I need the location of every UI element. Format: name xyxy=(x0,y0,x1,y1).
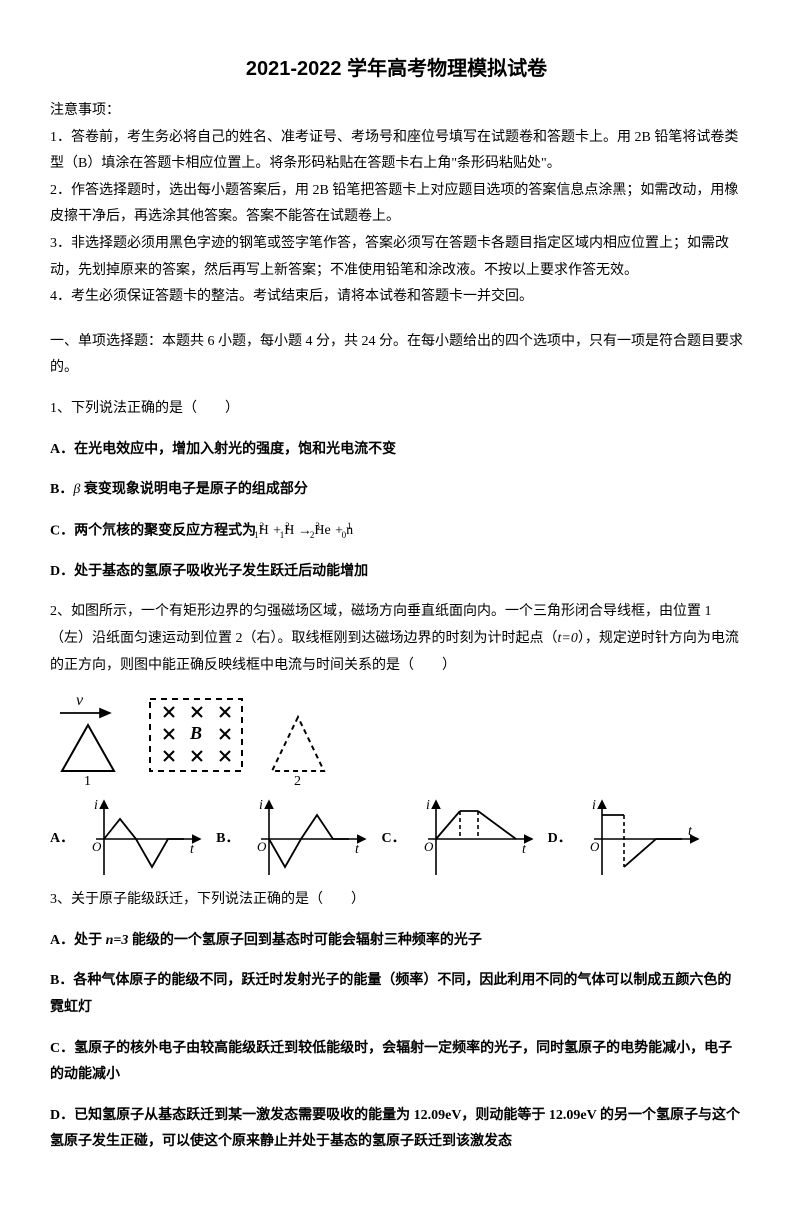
nuclide-n: 10n xyxy=(347,518,353,545)
q1-stem: 1、下列说法正确的是（ ） xyxy=(50,396,743,423)
axis-i: i xyxy=(592,798,596,813)
q2-triangle2: 2 xyxy=(264,693,338,787)
n-eq-3: n=3 xyxy=(106,933,129,948)
q2-t0: t=0 xyxy=(558,631,578,646)
pos1-label: 1 xyxy=(84,774,91,787)
q2-options: A． i O t B． i O t C． i O t D． i O t xyxy=(50,797,743,881)
page-title: 2021-2022 学年高考物理模拟试卷 xyxy=(50,50,743,88)
q2-optC-graph: i O t xyxy=(418,797,538,881)
axis-t: t xyxy=(190,842,195,857)
q2-triangle1: v 1 xyxy=(54,693,128,787)
q2-optB-label: B． xyxy=(216,826,239,853)
axis-t: t xyxy=(355,842,360,857)
q2-optA-label: A． xyxy=(50,826,74,853)
instruction-item: 2．作答选择题时，选出每小题答案后，用 2B 铅笔把答题卡上对应题目选项的答案信… xyxy=(50,178,743,231)
instruction-item: 4．考生必须保证答题卡的整洁。考试结束后，请将本试卷和答题卡一并交回。 xyxy=(50,284,743,311)
q1-option-a: A．在光电效应中，增加入射光的强度，饱和光电流不变 xyxy=(50,437,743,464)
q3-option-c: C．氢原子的核外电子由较高能级跃迁到较低能级时，会辐射一定频率的光子，同时氢原子… xyxy=(50,1036,743,1089)
axis-o: O xyxy=(424,839,434,854)
opt-prefix: B． xyxy=(50,482,73,497)
pos2-label: 2 xyxy=(294,774,301,787)
axis-i: i xyxy=(259,798,263,813)
nuclide-h2-a: 21H xyxy=(260,518,269,545)
opt-text: B．各种气体原子的能级不同，跃迁时发射光子的能量（频率）不同，因此利用不同的气体… xyxy=(50,973,731,1015)
opt-text: D．已知氢原子从基态跃迁到某一激发态需要吸收的能量为 12.09eV，则动能等于… xyxy=(50,1108,740,1150)
axis-o: O xyxy=(590,839,600,854)
b-label: B xyxy=(189,723,202,743)
opt-post: 能级的一个氢原子回到基态时可能会辐射三种频率的光子 xyxy=(128,933,482,948)
section-heading: 一、单项选择题：本题共 6 小题，每小题 4 分，共 24 分。在每小题给出的四… xyxy=(50,329,743,382)
opt-text: 衰变现象说明电子是原子的组成部分 xyxy=(80,482,308,497)
q1-option-c: C．两个氘核的聚变反应方程式为 21H + 21H → 32He + 10n xyxy=(50,518,743,545)
q3-option-d: D．已知氢原子从基态跃迁到某一激发态需要吸收的能量为 12.09eV，则动能等于… xyxy=(50,1103,743,1156)
q1-option-d: D．处于基态的氢原子吸收光子发生跃迁后动能增加 xyxy=(50,559,743,586)
q1-option-b: B．β 衰变现象说明电子是原子的组成部分 xyxy=(50,477,743,504)
axis-o: O xyxy=(257,839,267,854)
axis-o: O xyxy=(92,839,102,854)
opt-text: A．在光电效应中，增加入射光的强度，饱和光电流不变 xyxy=(50,442,396,457)
instruction-item: 1．答卷前，考生务必将自己的姓名、准考证号、考场号和座位号填写在试题卷和答题卡上… xyxy=(50,125,743,178)
axis-i: i xyxy=(426,798,430,813)
q2-optD-label: D． xyxy=(548,826,572,853)
opt-text: C．氢原子的核外电子由较高能级跃迁到较低能级时，会辐射一定频率的光子，同时氢原子… xyxy=(50,1041,732,1083)
q2-optA-graph: i O t xyxy=(86,797,206,881)
opt-text: D．处于基态的氢原子吸收光子发生跃迁后动能增加 xyxy=(50,564,368,579)
axis-i: i xyxy=(94,798,98,813)
q2-field-box: B xyxy=(146,693,246,787)
q2-diagram: v 1 B 2 xyxy=(54,693,743,787)
instructions-block: 注意事项： 1．答卷前，考生务必将自己的姓名、准考证号、考场号和座位号填写在试题… xyxy=(50,98,743,311)
nuclide-he3: 32He xyxy=(315,518,330,545)
axis-t: t xyxy=(688,824,693,839)
instruction-item: 3．非选择题必须用黑色字迹的钢笔或签字笔作答，答案必须写在答题卡各题目指定区域内… xyxy=(50,231,743,284)
q2-stem: 2、如图所示，一个有矩形边界的匀强磁场区域，磁场方向垂直纸面向内。一个三角形闭合… xyxy=(50,599,743,679)
q2-optD-graph: i O t xyxy=(584,797,704,881)
v-label: v xyxy=(76,693,84,709)
q3-stem: 3、关于原子能级跃迁，下列说法正确的是（ ） xyxy=(50,887,743,914)
axis-t: t xyxy=(522,842,527,857)
nuclide-h2-b: 21H xyxy=(285,518,294,545)
q3-option-a: A．处于 n=3 能级的一个氢原子回到基态时可能会辐射三种频率的光子 xyxy=(50,928,743,955)
q2-optB-graph: i O t xyxy=(251,797,371,881)
q2-optC-label: C． xyxy=(381,826,405,853)
opt-pre: A．处于 xyxy=(50,933,106,948)
opt-prefix: C．两个氘核的聚变反应方程式为 xyxy=(50,523,260,538)
q3-option-b: B．各种气体原子的能级不同，跃迁时发射光子的能量（频率）不同，因此利用不同的气体… xyxy=(50,968,743,1021)
instructions-heading: 注意事项： xyxy=(50,98,743,125)
